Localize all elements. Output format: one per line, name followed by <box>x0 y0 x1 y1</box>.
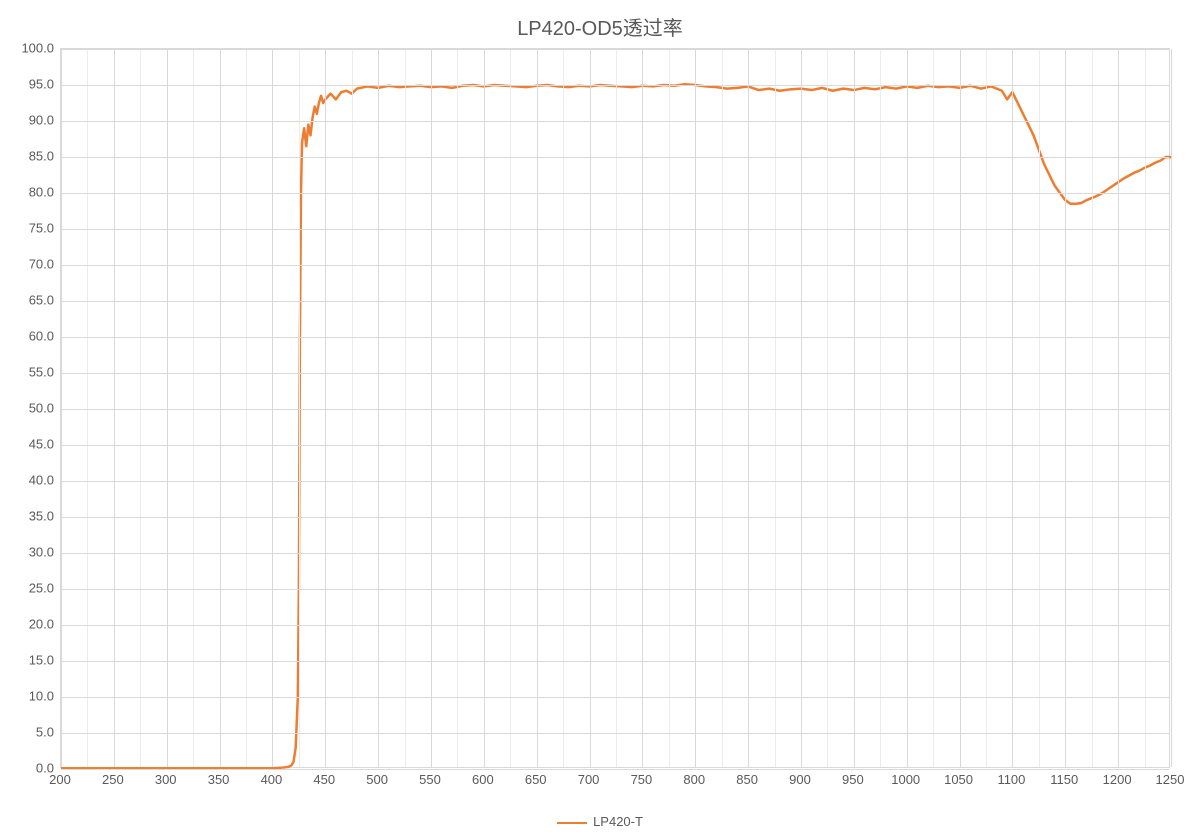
x-axis-tick-label: 700 <box>578 772 600 787</box>
grid-horizontal <box>61 769 1169 770</box>
x-axis-tick-label: 1000 <box>891 772 920 787</box>
y-axis-tick-label: 100.0 <box>4 41 54 56</box>
grid-horizontal <box>61 301 1169 302</box>
chart-title: LP420-OD5透过率 <box>0 12 1200 41</box>
x-axis-tick-label: 500 <box>366 772 388 787</box>
grid-horizontal <box>61 193 1169 194</box>
y-axis-tick-label: 0.0 <box>4 761 54 776</box>
y-axis-tick-label: 75.0 <box>4 221 54 236</box>
grid-horizontal <box>61 85 1169 86</box>
grid-horizontal <box>61 121 1169 122</box>
grid-horizontal <box>61 409 1169 410</box>
y-axis-tick-label: 70.0 <box>4 257 54 272</box>
x-axis-tick-label: 750 <box>631 772 653 787</box>
grid-horizontal <box>61 373 1169 374</box>
y-axis-tick-label: 50.0 <box>4 401 54 416</box>
x-axis-tick-label: 1050 <box>944 772 973 787</box>
y-axis-tick-label: 40.0 <box>4 473 54 488</box>
x-axis-tick-label: 400 <box>261 772 283 787</box>
y-axis-tick-label: 20.0 <box>4 617 54 632</box>
x-axis-tick-label: 1100 <box>997 772 1025 787</box>
grid-horizontal <box>61 661 1169 662</box>
x-axis-tick-label: 900 <box>789 772 811 787</box>
y-axis-tick-label: 25.0 <box>4 581 54 596</box>
x-axis-tick-label: 650 <box>525 772 547 787</box>
grid-horizontal <box>61 157 1169 158</box>
plot-area <box>60 48 1170 768</box>
legend-swatch <box>557 822 587 824</box>
y-axis-tick-label: 30.0 <box>4 545 54 560</box>
y-axis-tick-label: 80.0 <box>4 185 54 200</box>
x-axis-tick-label: 450 <box>313 772 335 787</box>
x-axis-tick-label: 250 <box>102 772 124 787</box>
y-axis-tick-label: 85.0 <box>4 149 54 164</box>
grid-horizontal <box>61 229 1169 230</box>
x-axis-tick-label: 350 <box>208 772 230 787</box>
x-axis-tick-label: 550 <box>419 772 441 787</box>
grid-horizontal <box>61 337 1169 338</box>
y-axis-tick-label: 55.0 <box>4 365 54 380</box>
grid-horizontal <box>61 265 1169 266</box>
legend-label: LP420-T <box>593 814 643 829</box>
grid-horizontal <box>61 697 1169 698</box>
y-axis-tick-label: 65.0 <box>4 293 54 308</box>
grid-horizontal <box>61 589 1169 590</box>
x-axis-tick-label: 850 <box>736 772 758 787</box>
y-axis-tick-label: 35.0 <box>4 509 54 524</box>
y-axis-tick-label: 95.0 <box>4 77 54 92</box>
y-axis-tick-label: 60.0 <box>4 329 54 344</box>
grid-horizontal <box>61 517 1169 518</box>
grid-horizontal <box>61 553 1169 554</box>
grid-vertical-major <box>1171 49 1172 767</box>
legend: LP420-T <box>0 814 1200 829</box>
y-axis-tick-label: 15.0 <box>4 653 54 668</box>
grid-horizontal <box>61 49 1169 50</box>
grid-horizontal <box>61 733 1169 734</box>
x-axis-tick-label: 1200 <box>1103 772 1132 787</box>
y-axis-tick-label: 90.0 <box>4 113 54 128</box>
x-axis-tick-label: 300 <box>155 772 177 787</box>
x-axis-tick-label: 800 <box>683 772 705 787</box>
y-axis-tick-label: 10.0 <box>4 689 54 704</box>
y-axis-tick-label: 5.0 <box>4 725 54 740</box>
x-axis-tick-label: 950 <box>842 772 864 787</box>
grid-horizontal <box>61 481 1169 482</box>
x-axis-tick-label: 1250 <box>1156 772 1185 787</box>
y-axis-tick-label: 45.0 <box>4 437 54 452</box>
x-axis-tick-label: 200 <box>49 772 71 787</box>
grid-horizontal <box>61 625 1169 626</box>
x-axis-tick-label: 1150 <box>1050 772 1078 787</box>
grid-horizontal <box>61 445 1169 446</box>
x-axis-tick-label: 600 <box>472 772 494 787</box>
